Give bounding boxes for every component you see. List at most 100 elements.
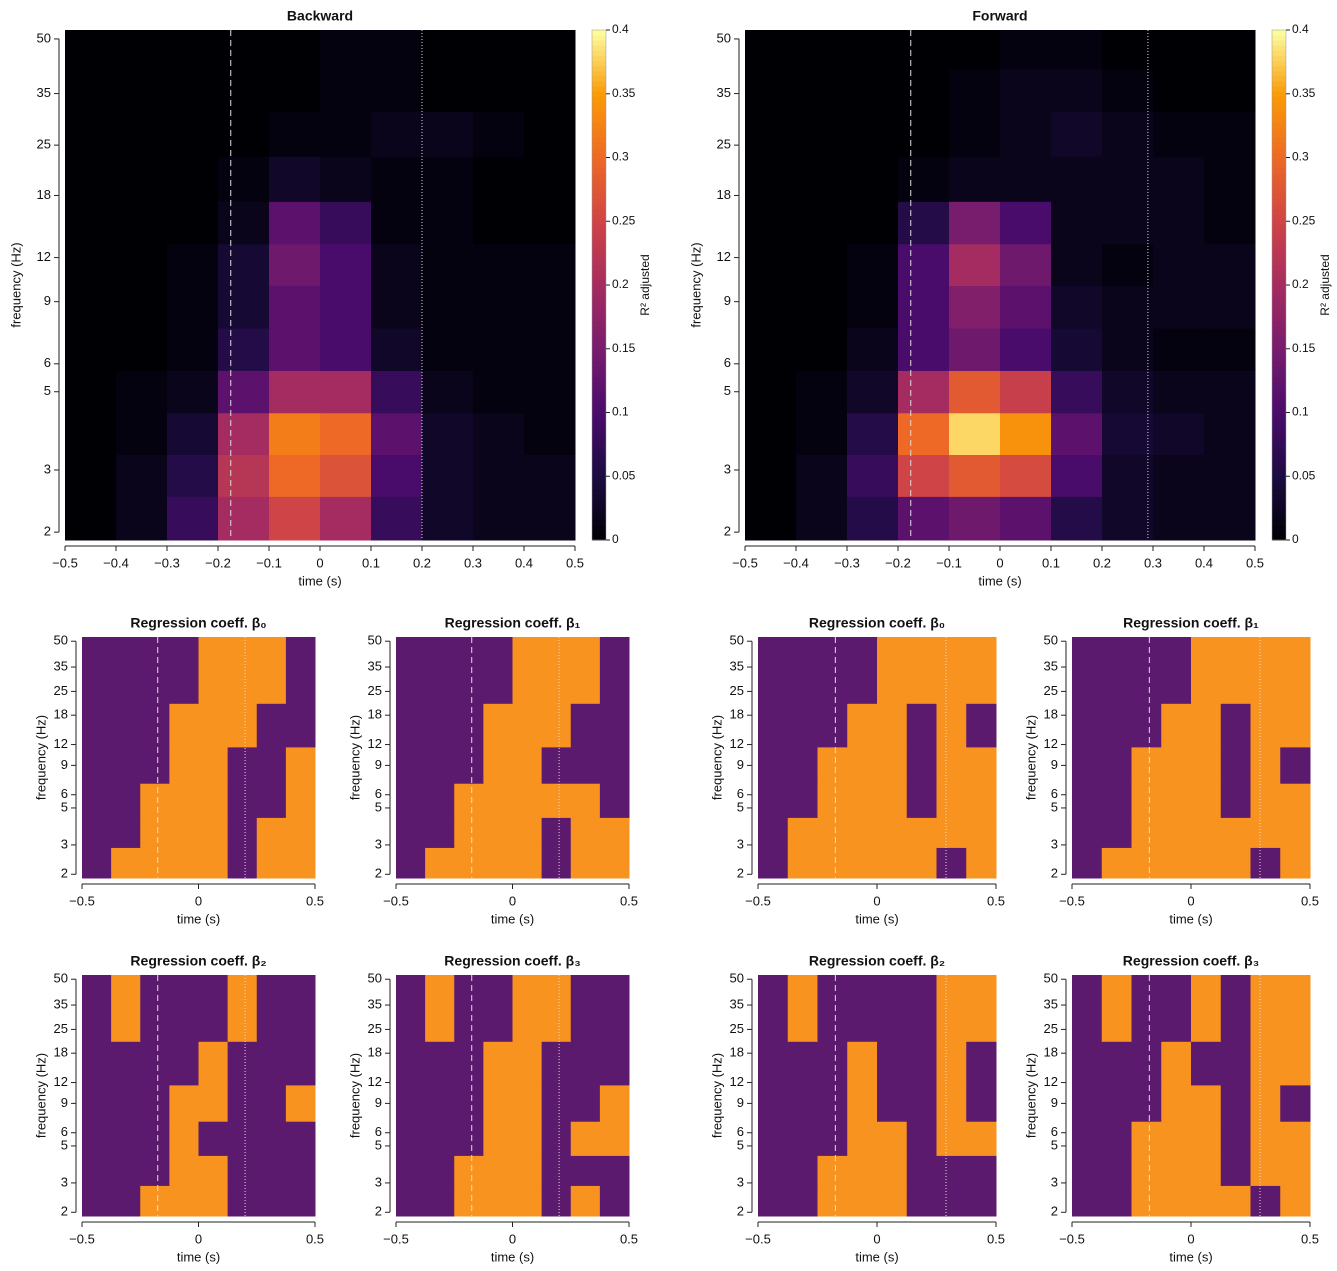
heatmap-cell bbox=[167, 69, 219, 112]
x-tick-label: 0.5 bbox=[987, 1231, 1005, 1246]
heatmap-cell bbox=[1072, 637, 1102, 704]
heatmap-cell bbox=[1191, 1041, 1221, 1085]
heatmap-cell bbox=[1102, 1155, 1132, 1186]
colorbar-swatch bbox=[1272, 56, 1286, 62]
heatmap-cell bbox=[111, 703, 141, 747]
colorbar-swatch bbox=[592, 535, 606, 541]
colorbar-swatch bbox=[592, 76, 606, 82]
heatmap-cell bbox=[1000, 69, 1052, 112]
colorbar-swatch bbox=[592, 367, 606, 373]
heatmap-cell bbox=[542, 1185, 572, 1216]
heatmap-cell bbox=[788, 1085, 818, 1122]
colorbar-swatch bbox=[1272, 351, 1286, 357]
y-tick-label: 25 bbox=[368, 683, 382, 698]
heatmap-cell bbox=[542, 1121, 572, 1156]
colorbar-swatch bbox=[592, 61, 606, 67]
colorbar-swatch bbox=[1272, 137, 1286, 143]
x-axis-label: time (s) bbox=[978, 573, 1021, 588]
heatmap-cell bbox=[847, 1155, 877, 1186]
heatmap-cell bbox=[1280, 1155, 1310, 1186]
colorbar-swatch bbox=[1272, 305, 1286, 311]
heatmap-cell bbox=[1204, 328, 1256, 371]
heatmap-cell bbox=[1161, 747, 1191, 784]
heatmap-cell bbox=[82, 1155, 112, 1186]
heatmap-cell bbox=[758, 1121, 788, 1156]
heatmap-cell bbox=[1102, 703, 1132, 747]
colorbar-swatch bbox=[592, 56, 606, 62]
heatmap-cell bbox=[396, 1155, 426, 1186]
y-tick-label: 6 bbox=[61, 786, 68, 801]
x-tick-label: −0.1 bbox=[256, 555, 282, 570]
colorbar-swatch bbox=[592, 224, 606, 230]
heatmap-cell bbox=[1221, 975, 1251, 1042]
colorbar-swatch bbox=[1272, 316, 1286, 322]
colorbar-swatch bbox=[592, 300, 606, 306]
y-tick-label: 50 bbox=[54, 971, 68, 986]
heatmap-cell bbox=[745, 496, 797, 540]
x-tick-label: 0.5 bbox=[1246, 555, 1264, 570]
colorbar-tick-label: 0.15 bbox=[612, 341, 636, 355]
y-tick-label: 2 bbox=[724, 524, 731, 539]
colorbar-swatch bbox=[1272, 499, 1286, 505]
heatmap-cell bbox=[320, 370, 372, 413]
heatmap-cell bbox=[524, 156, 576, 202]
heatmap-cell bbox=[1102, 783, 1132, 818]
chart-title: Regression coeff. β₃ bbox=[444, 953, 580, 969]
heatmap-cell bbox=[796, 496, 848, 540]
heatmap-cell bbox=[454, 1121, 484, 1156]
heatmap-cell bbox=[524, 370, 576, 413]
heatmap-cell bbox=[571, 1041, 601, 1085]
heatmap-cell bbox=[82, 1041, 112, 1085]
colorbar-swatch bbox=[1272, 254, 1286, 260]
colorbar-swatch bbox=[592, 392, 606, 398]
y-tick-label: 9 bbox=[1051, 757, 1058, 772]
y-tick-label: 35 bbox=[54, 658, 68, 673]
heatmap-cell bbox=[818, 817, 848, 848]
colorbar-swatch bbox=[592, 397, 606, 403]
heatmap-cell bbox=[788, 847, 818, 878]
heatmap-cell bbox=[199, 817, 229, 848]
heatmap-cell bbox=[1132, 783, 1162, 818]
heatmap-cell bbox=[847, 1085, 877, 1122]
heatmap-cell bbox=[1221, 1155, 1251, 1186]
x-axis-label: time (s) bbox=[298, 573, 341, 588]
heatmap-cell bbox=[796, 244, 848, 286]
heatmap-cell bbox=[758, 817, 788, 848]
colorbar-swatch bbox=[592, 280, 606, 286]
heatmap-cell bbox=[65, 496, 117, 540]
heatmap-cell bbox=[269, 370, 321, 413]
colorbar-swatch bbox=[592, 193, 606, 199]
x-tick-label: 0.5 bbox=[566, 555, 584, 570]
heatmap-cell bbox=[513, 637, 543, 704]
heatmap-cell bbox=[1161, 817, 1191, 848]
y-tick-label: 25 bbox=[730, 1021, 744, 1036]
heatmap-cell bbox=[966, 1155, 996, 1186]
y-tick-label: 2 bbox=[61, 1204, 68, 1219]
heatmap-cell bbox=[286, 1041, 316, 1085]
heatmap-cell bbox=[1204, 69, 1256, 112]
y-tick-label: 18 bbox=[368, 1045, 382, 1060]
heatmap-cell bbox=[167, 156, 219, 202]
heatmap-cell bbox=[422, 111, 474, 157]
heatmap-cell bbox=[513, 975, 543, 1042]
heatmap-cell bbox=[1153, 413, 1205, 455]
colorbar-swatch bbox=[592, 346, 606, 352]
y-axis-label: frequency (Hz) bbox=[33, 1053, 48, 1138]
colorbar-swatch bbox=[1272, 270, 1286, 276]
colorbar-swatch bbox=[592, 275, 606, 281]
colorbar-label: R² adjusted bbox=[1318, 254, 1332, 315]
heatmap-cell bbox=[949, 455, 1001, 497]
y-axis-label: frequency (Hz) bbox=[33, 715, 48, 800]
colorbar-swatch bbox=[592, 525, 606, 531]
heatmap-cell bbox=[937, 783, 967, 818]
heatmap-cell bbox=[847, 747, 877, 784]
heatmap-cell bbox=[422, 413, 474, 455]
y-tick-label: 35 bbox=[1044, 658, 1058, 673]
y-tick-label: 9 bbox=[375, 1095, 382, 1110]
heatmap-cell bbox=[1161, 703, 1191, 747]
heatmap-cell bbox=[65, 156, 117, 202]
heatmap-cell bbox=[966, 1085, 996, 1122]
colorbar-swatch bbox=[592, 66, 606, 72]
heatmap-cell bbox=[1161, 637, 1191, 704]
heatmap-cell bbox=[425, 817, 455, 848]
